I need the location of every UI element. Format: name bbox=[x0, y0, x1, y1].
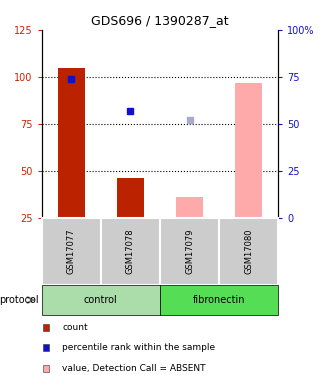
Title: GDS696 / 1390287_at: GDS696 / 1390287_at bbox=[91, 15, 229, 27]
Bar bbox=[58, 68, 84, 218]
Text: protocol: protocol bbox=[0, 295, 38, 305]
Text: GSM17078: GSM17078 bbox=[126, 228, 135, 274]
Text: fibronectin: fibronectin bbox=[193, 295, 245, 305]
Bar bbox=[219, 217, 278, 285]
Text: GSM17077: GSM17077 bbox=[67, 228, 76, 274]
Text: value, Detection Call = ABSENT: value, Detection Call = ABSENT bbox=[62, 364, 206, 373]
Bar bbox=[42, 285, 160, 315]
Bar bbox=[236, 82, 262, 218]
Text: count: count bbox=[62, 322, 88, 332]
Text: percentile rank within the sample: percentile rank within the sample bbox=[62, 344, 216, 352]
Bar bbox=[176, 197, 203, 217]
Bar bbox=[160, 285, 278, 315]
Text: GSM17079: GSM17079 bbox=[185, 228, 194, 274]
Bar bbox=[117, 178, 144, 218]
Bar bbox=[101, 217, 160, 285]
Bar bbox=[42, 217, 101, 285]
Text: GSM17080: GSM17080 bbox=[244, 228, 253, 274]
Text: control: control bbox=[84, 295, 118, 305]
Bar bbox=[160, 217, 219, 285]
